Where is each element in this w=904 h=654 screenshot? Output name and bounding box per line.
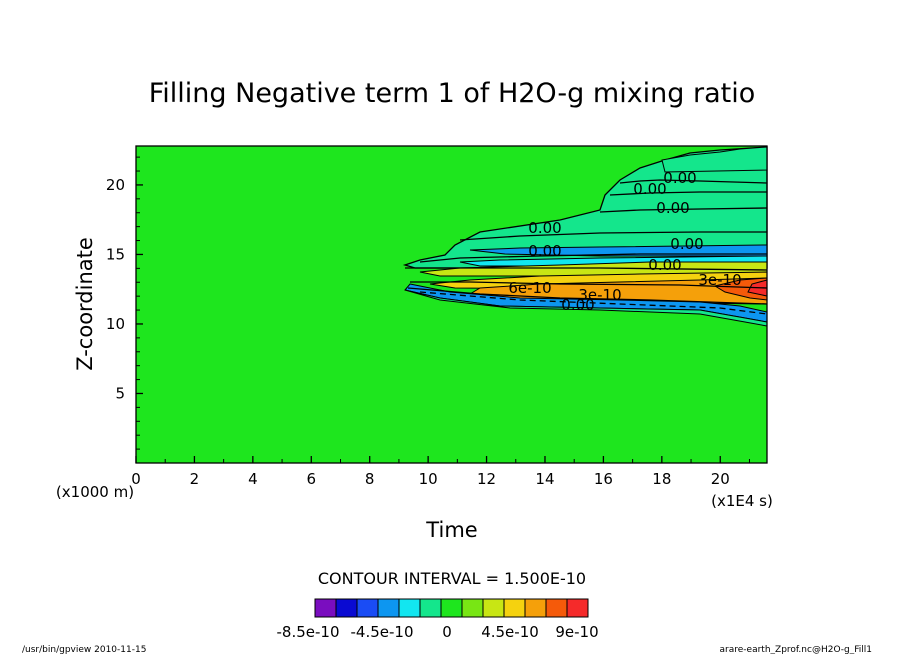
colorbar-tick-label: -4.5e-10 [351,623,414,641]
contour-line [599,207,768,213]
contour-label: 0.00 [648,256,681,274]
x-tick-label: 14 [535,470,554,488]
chart-title: Filling Negative term 1 of H2O-g mixing … [149,78,756,109]
contour-label: 0.00 [528,219,561,237]
contour-line [609,191,767,196]
contour-line [459,231,767,241]
y-unit-label: (x1000 m) [56,483,134,501]
contour-interval-text: CONTOUR INTERVAL = 1.500E-10 [318,569,586,588]
x-axis-label: Time [425,518,477,542]
contour-label: 3e-10 [698,271,741,289]
x-tick-label: 10 [419,470,438,488]
x-tick-label: 20 [711,470,730,488]
x-tick-label: 12 [477,470,496,488]
y-tick-label: 20 [106,176,125,194]
x-tick-label: 16 [594,470,613,488]
colorbar-swatch [545,598,568,618]
contour-label: 0.00 [670,235,703,253]
colorbar-swatch [482,598,505,618]
contour-label: 0.00 [633,180,666,198]
contour-fill-bands [402,146,768,327]
colorbar-labels: -8.5e-10 -4.5e-10 0 4.5e-10 9e-10 [277,623,599,641]
y-axis-label: Z-coordinate [73,237,97,371]
footer-right: arare-earth_Zprof.nc@H2O-g_Fill1 [720,645,872,654]
colorbar-tick-label: 0 [442,623,452,641]
colorbar-swatch [524,598,547,618]
top-plume-band [661,146,768,173]
y-tick-label: 15 [106,245,125,263]
contour-line [407,287,768,305]
contour-label: 0.00 [663,169,696,187]
x-tick-label: 2 [190,470,200,488]
colorbar-swatch [503,598,526,618]
colorbar-swatch [335,598,358,618]
x-tick-label: 0 [131,470,141,488]
contour-label: 0.00 [656,199,689,217]
contour-line [405,267,768,271]
colorbar-swatch [461,598,484,618]
x-tick-label: 6 [307,470,317,488]
colorbar-swatch [440,598,463,618]
colorbar-tick-label: 4.5e-10 [481,623,539,641]
contour-line [619,179,768,184]
contour-line [419,253,767,263]
colorbar-swatch [377,598,400,618]
colorbar-tick-label: -8.5e-10 [277,623,340,641]
contour-lines [405,179,768,315]
footer-left: /usr/bin/gpview 2010-11-15 [22,645,146,654]
contour-line [410,281,768,289]
x-tick-label: 4 [248,470,258,488]
y-tick-label: 5 [115,384,125,402]
colorbar-swatch [419,598,442,618]
contour-label: 3e-10 [578,286,621,304]
contour-label: 0.00 [528,242,561,260]
colorbar-tick-label: 9e-10 [555,623,598,641]
x-axis-ticks: 0 2 4 6 8 10 12 14 16 18 20 [131,456,750,488]
x-tick-label: 18 [652,470,671,488]
colorbar-swatch [314,598,337,618]
colorbar-swatch [566,598,589,618]
colorbar [314,598,589,618]
x-tick-label: 8 [365,470,375,488]
contour-line [419,291,768,315]
x-unit-label: (x1E4 s) [711,492,773,510]
contour-label: 0.00 [561,296,594,314]
plot-frame [135,145,768,464]
y-tick-label: 10 [106,315,125,333]
y-axis-ticks: 5 10 15 20 [106,156,143,450]
contour-label: 6e-10 [508,279,551,297]
colorbar-swatch [356,598,379,618]
colorbar-swatch [398,598,421,618]
